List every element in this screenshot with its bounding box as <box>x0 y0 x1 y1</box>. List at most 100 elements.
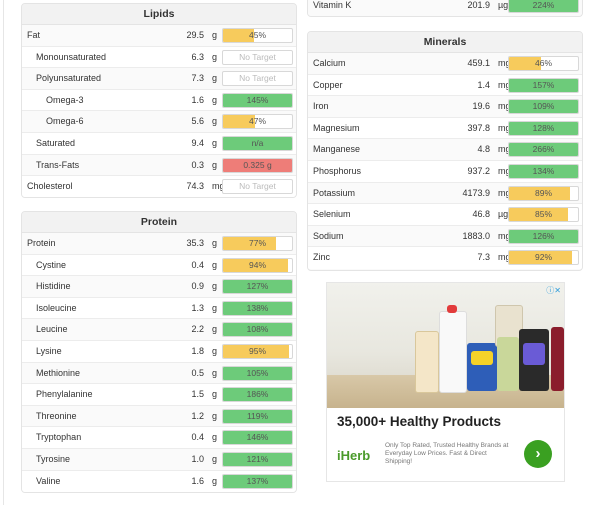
progress-fill <box>509 100 578 114</box>
nutrient-row-threonine: Threonine 1.2 g 119% <box>22 405 296 428</box>
nutrient-amount: 0.3 <box>191 159 204 170</box>
chevron-right-icon[interactable]: › <box>524 440 552 468</box>
target-progress-bar: 109% <box>508 99 579 115</box>
target-percent-label: 89% <box>534 187 552 198</box>
progress-fill <box>223 366 292 380</box>
nutrient-row-selenium: Selenium 46.8 µg 85% <box>308 204 582 226</box>
target-progress-bar: n/a <box>222 135 293 151</box>
target-progress-bar: 45% <box>222 28 293 43</box>
progress-fill <box>509 251 573 265</box>
target-progress-bar: 146% <box>222 430 293 446</box>
protein-panel: Protein Protein 35.3 g 77% Cystine 0.4 g 94% His… <box>21 211 297 493</box>
minerals-title: Minerals <box>308 32 582 53</box>
nutrient-amount: 1.5 <box>191 389 204 400</box>
progress-fill <box>223 431 292 445</box>
nutrient-unit: g <box>212 453 218 464</box>
nutrient-unit: mg <box>498 252 511 263</box>
nutrient-unit: mg <box>498 122 511 133</box>
nutrient-amount: 2.2 <box>191 324 204 335</box>
nutrient-unit: g <box>212 30 218 40</box>
nutrient-amount: 1.2 <box>191 410 204 421</box>
iherb-logo[interactable]: iHerb <box>337 448 371 463</box>
progress-fill <box>223 237 277 250</box>
nutrient-name: Tyrosine <box>36 453 71 464</box>
ad-choices-icon[interactable]: ⓘ✕ <box>546 286 561 295</box>
lipids-rows: Fat 29.5 g 45% Monounsaturated 6.3 g No Target P… <box>22 25 296 197</box>
nutrient-unit: mg <box>498 230 511 241</box>
target-percent-label: 121% <box>246 453 269 464</box>
nutrient-name: Sodium <box>313 230 344 241</box>
target-progress-bar: 186% <box>222 387 293 403</box>
target-percent-label: 128% <box>532 122 555 133</box>
nutrient-name: Cystine <box>36 259 67 270</box>
progress-fill <box>509 78 578 92</box>
nutrient-row-phosphorus: Phosphorus 937.2 mg 134% <box>308 160 582 183</box>
target-progress-bar: 121% <box>222 451 293 467</box>
nutrient-row-magnesium: Magnesium 397.8 mg 128% <box>308 117 582 140</box>
nutrient-name: Isoleucine <box>36 302 77 313</box>
nutrient-amount: 9.4 <box>191 137 204 148</box>
nutrient-unit: g <box>212 94 218 105</box>
target-progress-bar: 126% <box>508 228 579 244</box>
nutrient-name: Phenylalanine <box>36 389 93 400</box>
page-left-border <box>3 0 4 505</box>
ad-bottle <box>439 311 467 393</box>
iherb-ad[interactable]: ⓘ✕ 35,000+ Healthy Products iHerb Only T… <box>326 282 565 482</box>
nutrient-row-leucine: Leucine 2.2 g 108% <box>22 319 296 341</box>
target-progress-bar: 89% <box>508 185 579 201</box>
ad-bottle <box>447 305 457 313</box>
target-percent-label: 92% <box>534 252 552 263</box>
lipids-panel: Lipids Fat 29.5 g 45% Monounsaturated 6.3 g No … <box>21 3 297 198</box>
nutrient-amount: 74.3 <box>186 181 204 192</box>
target-progress-bar: 92% <box>508 250 579 266</box>
target-percent-label: 266% <box>532 144 555 155</box>
nutrient-unit: g <box>212 302 218 313</box>
nutrient-row-polyunsaturated: Polyunsaturated 7.3 g No Target <box>22 68 296 90</box>
nutrient-name: Valine <box>36 475 61 486</box>
target-progress-bar: 266% <box>508 142 579 158</box>
ad-body-text[interactable]: Only Top Rated, Trusted Healthy Brands a… <box>385 442 509 465</box>
target-progress-bar: 108% <box>222 322 293 338</box>
nutrient-name: Calcium <box>313 58 346 68</box>
minerals-rows: Calcium 459.1 mg 46% Copper 1.4 mg 157% Iron 19.6… <box>308 53 582 269</box>
nutrient-row-omega-6: Omega-6 5.6 g 47% <box>22 111 296 133</box>
progress-fill <box>223 258 288 272</box>
nutrient-unit: g <box>212 159 218 170</box>
nutrient-amount: 459.1 <box>467 58 490 68</box>
target-progress-bar: 138% <box>222 300 293 316</box>
nutrient-name: Potassium <box>313 187 356 198</box>
nutrient-unit: g <box>212 238 218 248</box>
target-percent-label: 0.325 g <box>243 159 272 170</box>
nutrient-amount: 1.0 <box>191 453 204 464</box>
target-percent-label: 157% <box>532 79 555 90</box>
nutrient-row-zinc: Zinc 7.3 mg 92% <box>308 247 582 269</box>
nutrient-row-monounsaturated: Monounsaturated 6.3 g No Target <box>22 46 296 69</box>
target-percent-label: 109% <box>532 101 555 112</box>
nutrient-amount: 1.8 <box>191 345 204 356</box>
nutrient-unit: g <box>212 345 218 356</box>
target-percent-label: No Target <box>239 73 276 84</box>
nutrient-name: Selenium <box>313 209 351 220</box>
progress-fill <box>223 474 292 488</box>
progress-fill <box>223 93 292 107</box>
target-percent-label: 45% <box>248 30 266 40</box>
target-percent-label: 126% <box>532 230 555 241</box>
ad-product-photo[interactable]: ⓘ✕ <box>327 283 564 408</box>
progress-fill <box>223 280 292 294</box>
progress-fill <box>509 143 578 157</box>
target-progress-bar: 47% <box>222 114 293 130</box>
target-progress-bar: 95% <box>222 343 293 359</box>
ad-headline[interactable]: 35,000+ Healthy Products <box>337 414 501 429</box>
target-percent-label: n/a <box>251 137 264 148</box>
nutrient-row-calcium: Calcium 459.1 mg 46% <box>308 53 582 75</box>
nutrient-amount: 1883.0 <box>462 230 490 241</box>
target-percent-label: 85% <box>534 209 552 220</box>
nutrient-unit: µg <box>498 0 509 10</box>
target-progress-bar: 105% <box>222 365 293 381</box>
target-progress-bar: 94% <box>222 257 293 273</box>
nutrient-name: Protein <box>27 238 56 248</box>
ad-bottle <box>551 327 564 391</box>
progress-fill <box>509 229 578 243</box>
nutrient-amount: 0.5 <box>191 367 204 378</box>
nutrient-name: Fat <box>27 30 41 40</box>
